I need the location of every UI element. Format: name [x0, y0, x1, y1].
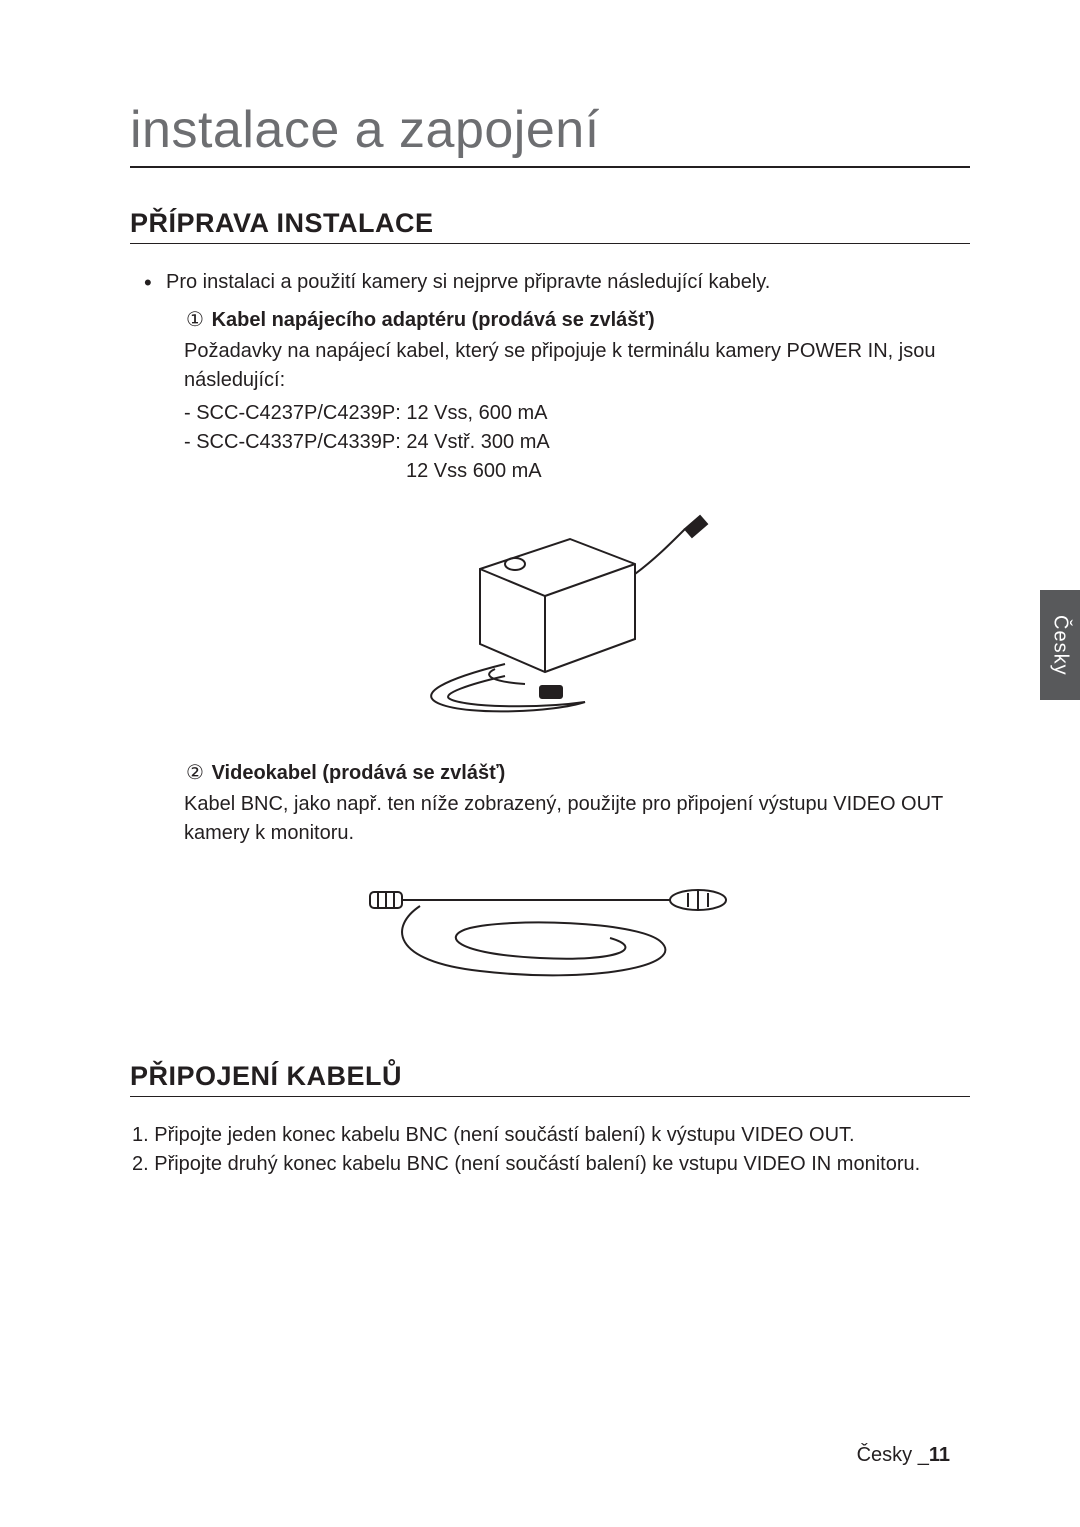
- bullet-dot-icon: •: [144, 268, 166, 296]
- figure-power-adapter: [130, 504, 970, 729]
- footer-lang: Česky _: [857, 1444, 929, 1466]
- item1-desc: Požadavky na napájecí kabel, který se př…: [184, 337, 970, 395]
- spec-line-2a: - SCC-C4337P/C4339P: 24 Vstř. 300 mA: [184, 428, 970, 457]
- bullet-intro-text: Pro instalaci a použití kamery si nejprv…: [166, 268, 770, 296]
- circled-1-icon: ①: [184, 306, 206, 335]
- item1-block: ① Kabel napájecího adaptéru (prodává se …: [184, 306, 970, 486]
- item2-block: ② Videokabel (prodává se zvlášť) Kabel B…: [184, 759, 970, 848]
- power-adapter-illustration: [385, 504, 715, 724]
- language-side-tab: Česky: [1040, 590, 1080, 700]
- item2-heading-row: ② Videokabel (prodává se zvlášť): [184, 759, 970, 788]
- spec-line-1: - SCC-C4237P/C4239P: 12 Vss, 600 mA: [184, 399, 970, 428]
- document-page: instalace a zapojení PŘÍPRAVA INSTALACE …: [0, 0, 1080, 1527]
- step-1: 1. Připojte jeden konec kabelu BNC (není…: [132, 1121, 970, 1150]
- item2-heading: Videokabel (prodává se zvlášť): [212, 762, 506, 784]
- item1-heading: Kabel napájecího adaptéru (prodává se zv…: [212, 309, 655, 331]
- spec-line-2b: 12 Vss 600 mA: [406, 457, 970, 486]
- item1-heading-row: ① Kabel napájecího adaptéru (prodává se …: [184, 306, 970, 335]
- figure-bnc-cable: [130, 866, 970, 1001]
- bullet-intro-row: • Pro instalaci a použití kamery si nejp…: [144, 268, 970, 296]
- side-tab-label: Česky: [1049, 615, 1072, 676]
- section-title-connection: PŘIPOJENÍ KABELŮ: [130, 1061, 970, 1097]
- page-footer: Česky _11: [857, 1444, 950, 1467]
- item2-desc: Kabel BNC, jako např. ten níže zobrazený…: [184, 790, 970, 848]
- main-title: instalace a zapojení: [130, 100, 970, 168]
- bnc-cable-illustration: [360, 866, 740, 996]
- circled-2-icon: ②: [184, 759, 206, 788]
- step-2: 2. Připojte druhý konec kabelu BNC (není…: [132, 1150, 970, 1179]
- section-title-preparation: PŘÍPRAVA INSTALACE: [130, 208, 970, 244]
- footer-page-number: 11: [929, 1444, 950, 1466]
